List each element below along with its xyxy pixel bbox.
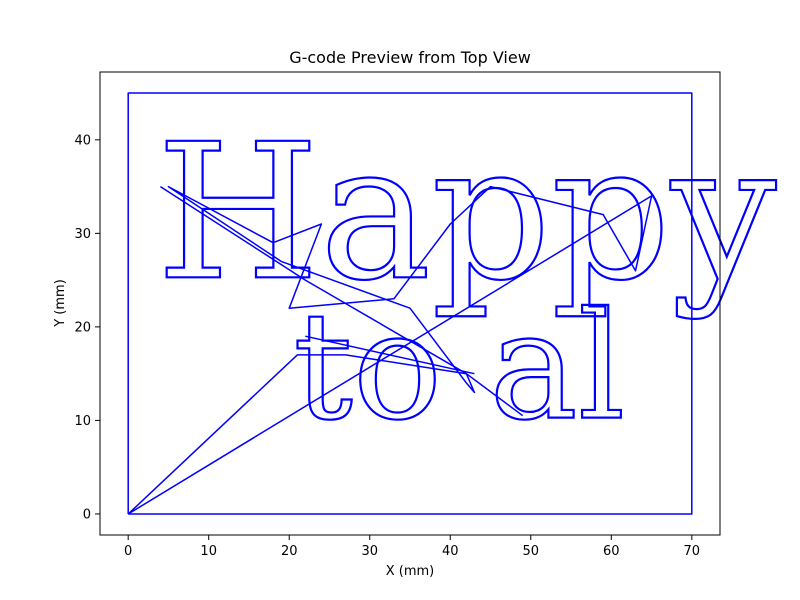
- y-tick-label: 10: [74, 414, 91, 429]
- x-tick-label: 30: [361, 544, 378, 559]
- axes-frame: [99, 71, 721, 536]
- y-tick-label: 30: [74, 227, 91, 242]
- x-tick-label: 40: [442, 544, 459, 559]
- x-tick-label: 10: [200, 544, 217, 559]
- series-path-travel-2: [159, 185, 524, 417]
- y-axis-label: Y (mm): [53, 279, 68, 328]
- x-tick-label: 60: [603, 544, 620, 559]
- series-path-travel-3: [305, 335, 475, 375]
- x-axis: 0 10 20 30 40 50 60 70: [124, 535, 700, 559]
- y-axis: 0 10 20 30 40: [74, 133, 100, 522]
- engraved-text-1: to al: [293, 280, 625, 453]
- chart-title: G-code Preview from Top View: [289, 48, 531, 67]
- x-axis-label: X (mm): [386, 564, 435, 579]
- x-tick-label: 20: [281, 544, 298, 559]
- x-tick-label: 70: [684, 544, 701, 559]
- plot-area: Happy Holito al: [127, 92, 800, 515]
- y-tick-label: 40: [74, 133, 91, 148]
- y-tick-label: 0: [83, 507, 91, 522]
- x-tick-label: 0: [124, 544, 132, 559]
- series-path-frame-0: [127, 92, 693, 515]
- x-tick-label: 50: [523, 544, 540, 559]
- y-tick-label: 20: [74, 320, 91, 335]
- engraved-text-0: Happy Holi: [156, 104, 800, 322]
